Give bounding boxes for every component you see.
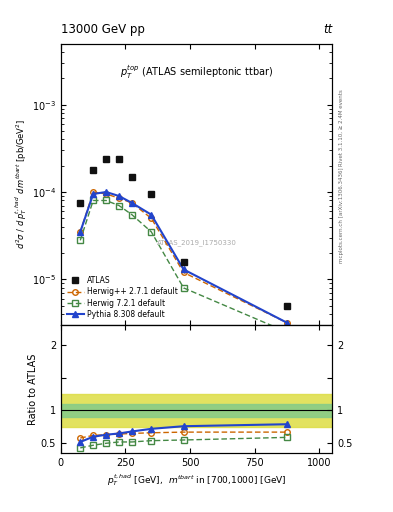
X-axis label: $p_T^{t,had}$ [GeV],  $m^{tbar{t}}$ in [700,1000] [GeV]: $p_T^{t,had}$ [GeV], $m^{tbar{t}}$ in [7…	[107, 472, 286, 488]
Y-axis label: Ratio to ATLAS: Ratio to ATLAS	[28, 353, 38, 425]
Text: ATLAS_2019_I1750330: ATLAS_2019_I1750330	[156, 240, 237, 246]
Text: 13000 GeV pp: 13000 GeV pp	[61, 23, 145, 36]
Text: mcplots.cern.ch [arXiv:1306.3436]: mcplots.cern.ch [arXiv:1306.3436]	[339, 167, 344, 263]
Y-axis label: $d^2\sigma$ / $d\,p_T^{t,had}$ $d\,m^{tbar{t}}$ [pb/GeV$^2$]: $d^2\sigma$ / $d\,p_T^{t,had}$ $d\,m^{tb…	[13, 119, 29, 249]
Legend: ATLAS, Herwig++ 2.7.1 default, Herwig 7.2.1 default, Pythia 8.308 default: ATLAS, Herwig++ 2.7.1 default, Herwig 7.…	[65, 274, 180, 322]
Text: tt: tt	[323, 23, 332, 36]
Text: $p_T^{top}$ (ATLAS semileptonic ttbar): $p_T^{top}$ (ATLAS semileptonic ttbar)	[120, 63, 273, 81]
Text: Rivet 3.1.10, ≥ 2.4M events: Rivet 3.1.10, ≥ 2.4M events	[339, 90, 344, 166]
